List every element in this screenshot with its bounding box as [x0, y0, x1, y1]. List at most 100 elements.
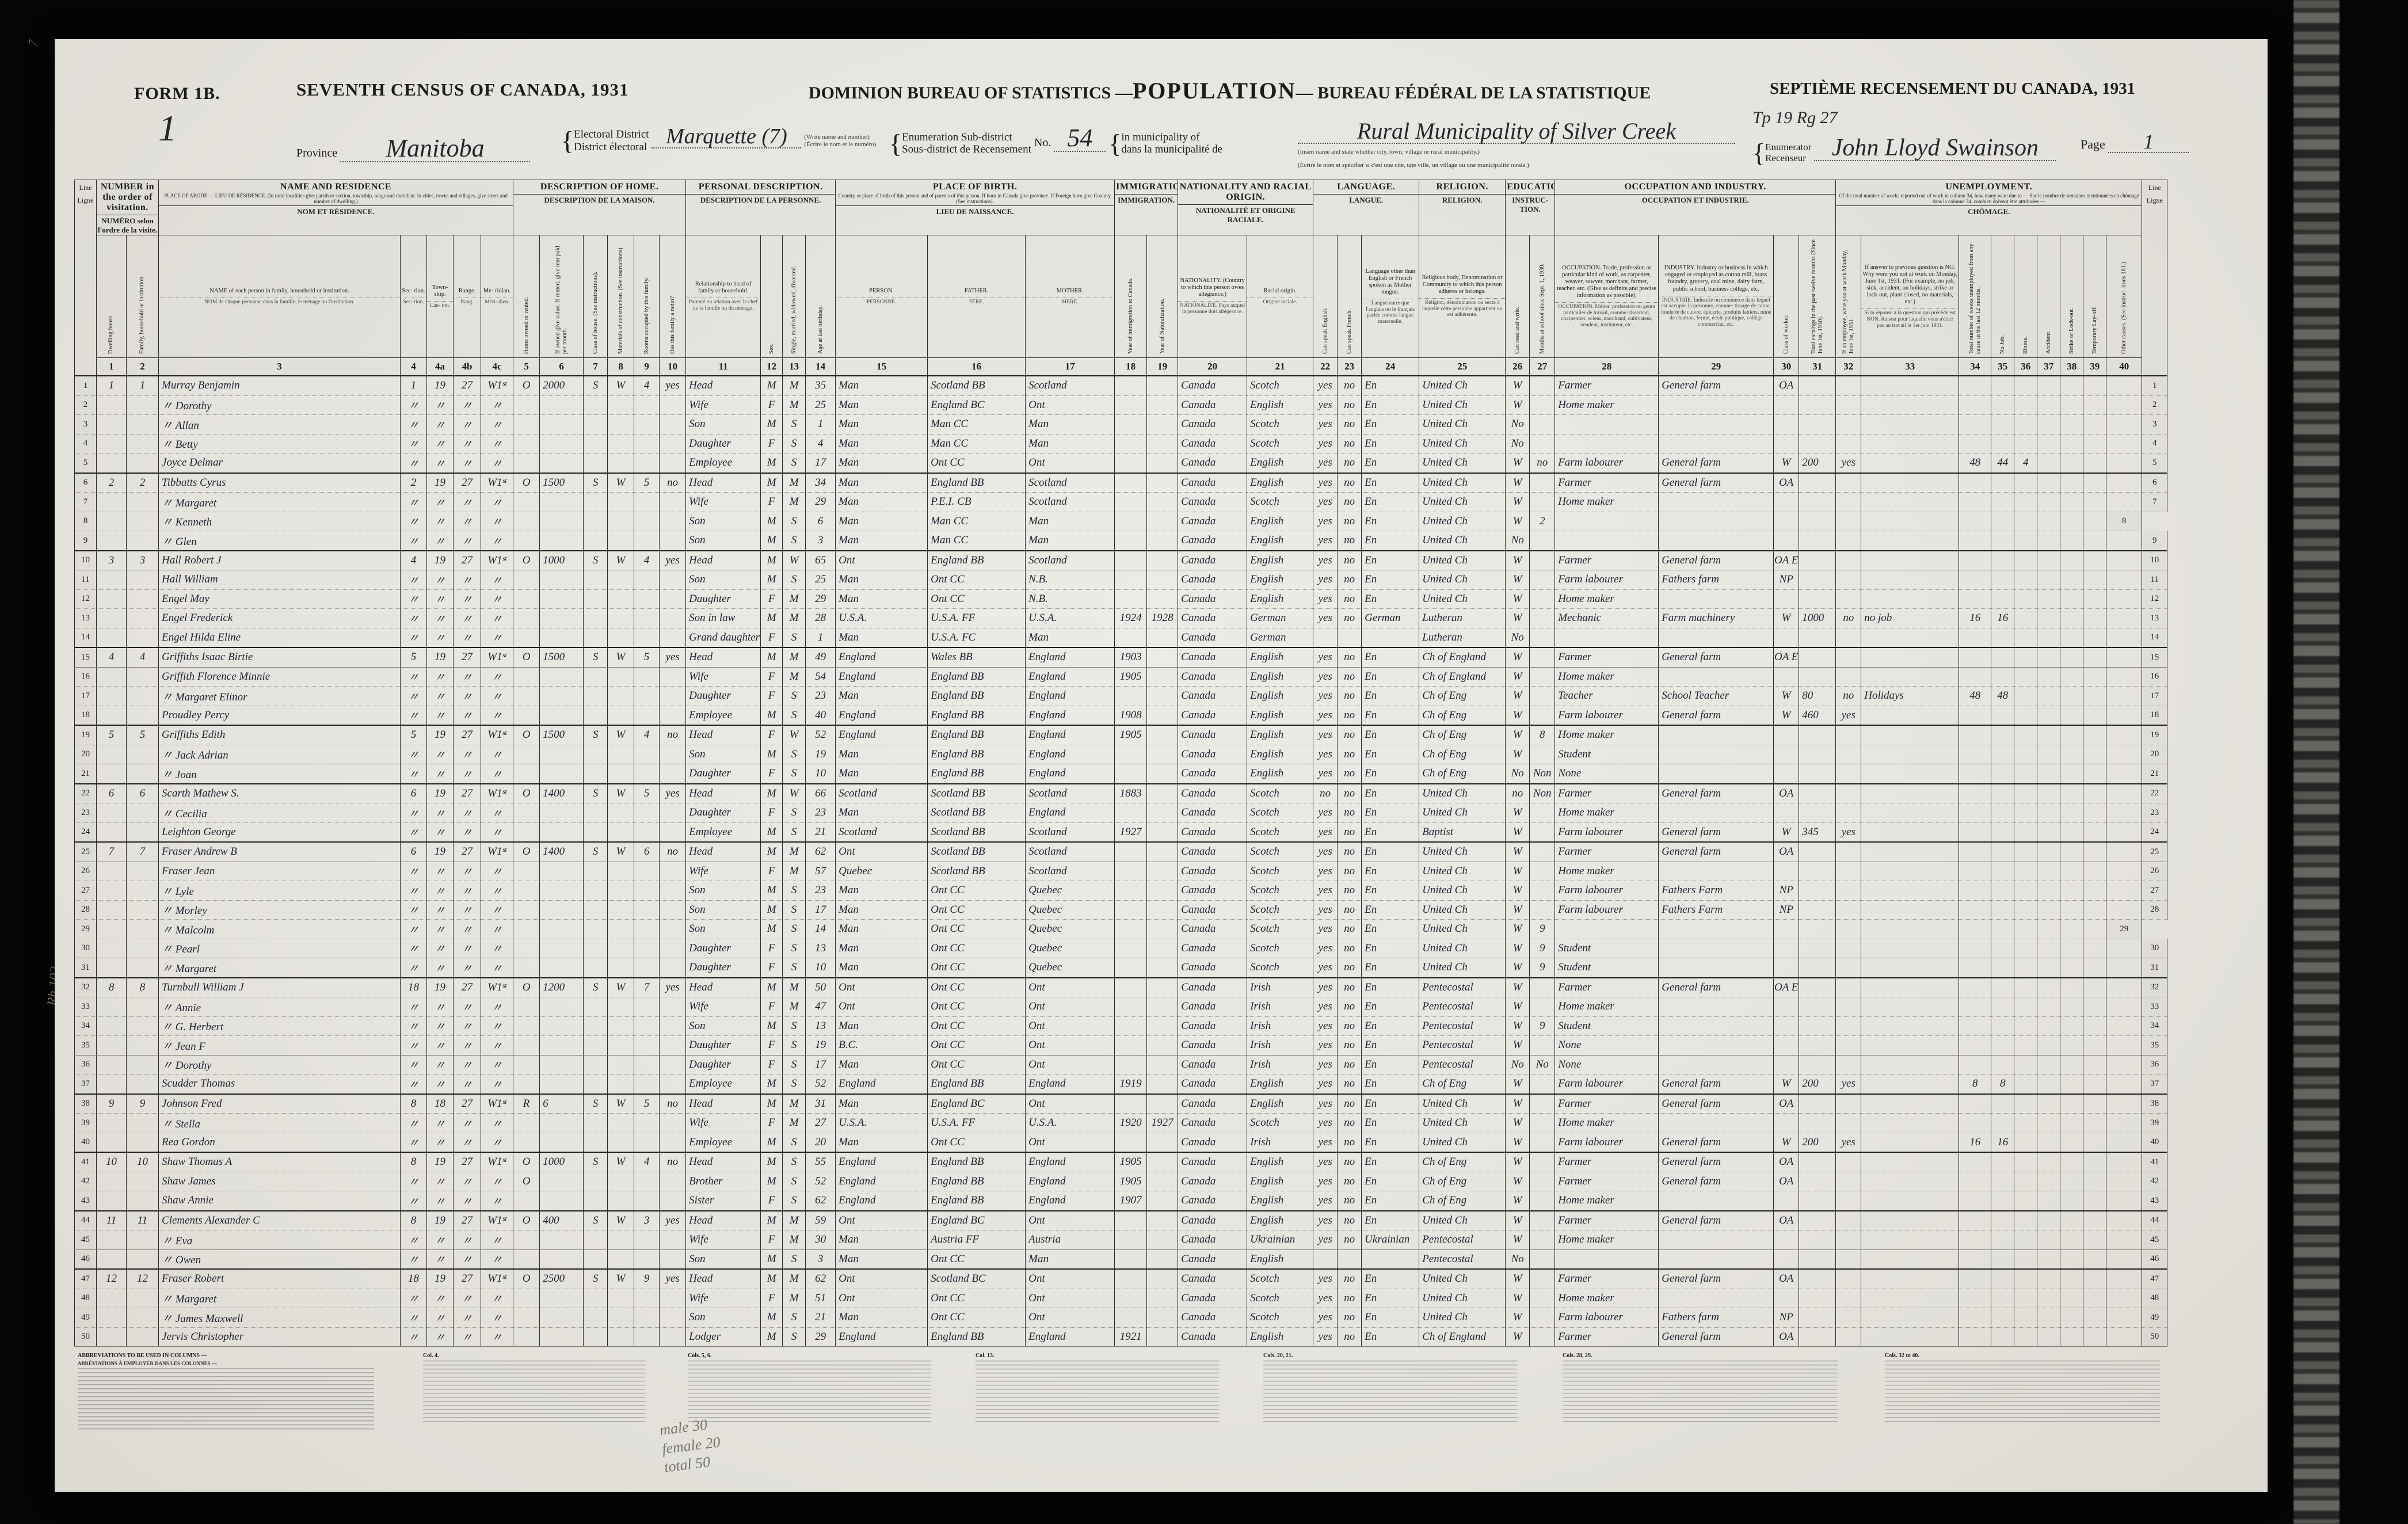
column-number-7: 7	[583, 357, 608, 376]
cell-col-12: M	[760, 822, 783, 843]
cell-col-37	[2037, 453, 2061, 473]
cell-col-32	[1835, 1230, 1862, 1250]
cell-col-10	[659, 1172, 687, 1191]
cell-col-7	[583, 531, 608, 551]
line-number-left: 28	[74, 900, 97, 920]
cell-col-38	[2060, 1172, 2084, 1191]
cell-col-11: Son	[685, 531, 761, 551]
electoral-district-field: { Electoral District District électoral …	[561, 125, 876, 156]
column-descriptor-text-en: Class of house. (See instructions).	[592, 272, 599, 354]
cell-col-6	[539, 1308, 584, 1328]
column-descriptor-text-en: Range.	[458, 287, 476, 294]
cell-col-4: 1	[400, 375, 428, 396]
cell-col-29	[1658, 1289, 1774, 1308]
cell-col-2	[125, 589, 159, 609]
cell-col-1	[96, 919, 127, 939]
line-number-right: 46	[2142, 1249, 2168, 1270]
cell-col-3: Proudley Percy	[158, 706, 401, 726]
cell-col-1: 1	[96, 375, 127, 396]
column-number-35: 35	[1991, 357, 2015, 376]
cell-col-12: M	[760, 706, 783, 726]
cell-col-9: 6	[634, 841, 660, 862]
cell-col-28: Farmer	[1554, 647, 1659, 668]
cell-col-4: 〃	[400, 628, 428, 648]
cell-col-34	[1959, 492, 1992, 512]
cell-col-37	[2037, 375, 2061, 396]
cell-col-2	[125, 764, 159, 784]
cell-col-4: 18	[400, 977, 428, 997]
cell-col-2: 4	[125, 647, 159, 668]
person-row: 12 Engel May 〃〃〃〃 Daughter F M 29 Man Ont CC N.B.…	[74, 589, 2168, 609]
cell-col-17: Quebec	[1025, 919, 1115, 939]
cell-col-26: W	[1505, 375, 1530, 396]
column-descriptor-1: Dwelling house.	[96, 235, 127, 358]
cell-col-3: Scudder Thomas	[158, 1074, 401, 1094]
cell-col-33	[1861, 958, 1960, 978]
cell-col-27	[1529, 414, 1556, 435]
cell-col-34	[1959, 1210, 1992, 1230]
cell-col-25: Ch of England	[1419, 667, 1506, 687]
cell-col-38	[2060, 977, 2084, 997]
cell-col-32	[1835, 1289, 1862, 1308]
cell-col-34	[1959, 434, 1992, 454]
cell-col-9	[634, 1249, 660, 1270]
cell-col-40	[2106, 686, 2143, 706]
cell-col-30: OA E	[1773, 647, 1800, 668]
cell-col-20: Canada	[1178, 1268, 1248, 1289]
cell-col-36	[2014, 550, 2038, 570]
cell-col-29: Fathers Farm	[1658, 881, 1774, 901]
cell-col-36	[2014, 1074, 2038, 1094]
cell-col-5: O	[513, 472, 540, 493]
cell-col-1: 4	[96, 647, 127, 668]
cell-col-27	[1529, 1308, 1556, 1328]
cell-col-21: English	[1247, 550, 1314, 570]
cell-col-35	[1991, 531, 2015, 551]
cell-col-10: no	[659, 1152, 687, 1172]
person-row: 9 〃 Glen 〃〃〃〃 Son M S 3 Man Man CC Man Canada Engli…	[74, 531, 2168, 551]
cell-col-33	[1861, 1152, 1960, 1172]
cell-col-4a: 19	[426, 977, 454, 997]
cell-col-31: 460	[1799, 706, 1837, 726]
cell-col-3: 〃 Margaret	[158, 958, 401, 978]
cell-col-26: W	[1505, 919, 1530, 939]
cell-col-40	[2106, 900, 2143, 920]
cell-col-26: W	[1505, 453, 1530, 473]
cell-col-16: U.S.A. FC	[927, 628, 1026, 648]
cell-col-32	[1835, 1191, 1862, 1211]
cell-col-38	[2060, 1268, 2084, 1289]
cell-col-34: 48	[1959, 453, 1992, 473]
cell-col-32: yes	[1835, 706, 1862, 726]
cell-col-12: F	[760, 764, 783, 784]
cell-col-23: no	[1337, 1035, 1362, 1056]
cell-col-25: United Ch	[1419, 881, 1506, 901]
cell-col-30: W	[1773, 1074, 1800, 1094]
column-descriptor-5: Home owned or rented.	[513, 235, 540, 358]
cell-col-15: Man	[835, 1133, 928, 1153]
cell-col-1	[96, 1055, 127, 1075]
cell-col-31	[1799, 1093, 1837, 1114]
cell-col-12: M	[760, 1016, 783, 1036]
cell-col-30: OA	[1773, 1093, 1800, 1114]
cell-col-4c: W1ˢᵗ	[481, 725, 514, 745]
person-row: 26 Fraser Jean 〃〃〃〃 Wife F M 57 Quebec Scotland …	[74, 862, 2168, 881]
cell-col-33	[1861, 1035, 1960, 1056]
cell-col-12: M	[760, 783, 783, 803]
cell-col-11: Daughter	[685, 686, 761, 706]
cell-col-25: Ch of Eng	[1419, 1172, 1506, 1191]
cell-col-7	[583, 900, 608, 920]
line-number-right: 48	[2142, 1289, 2168, 1308]
cell-col-2	[125, 1074, 159, 1094]
cell-col-38	[2060, 1035, 2084, 1056]
cell-col-21: Scotch	[1247, 803, 1314, 823]
cell-col-3: Murray Benjamin	[158, 375, 401, 396]
cell-col-14: 17	[805, 900, 836, 920]
cell-col-12: F	[760, 667, 783, 687]
line-number-right: 15	[2142, 647, 2168, 668]
cell-col-31	[1799, 589, 1837, 609]
cell-col-24: En	[1361, 1268, 1420, 1289]
cell-col-16: Ont CC	[927, 453, 1026, 473]
section-title-fr: RELIGION.	[1419, 194, 1505, 205]
cell-col-4c: 〃	[481, 414, 514, 435]
cell-col-16: England BB	[927, 472, 1026, 493]
cell-col-13: S	[782, 1133, 806, 1153]
